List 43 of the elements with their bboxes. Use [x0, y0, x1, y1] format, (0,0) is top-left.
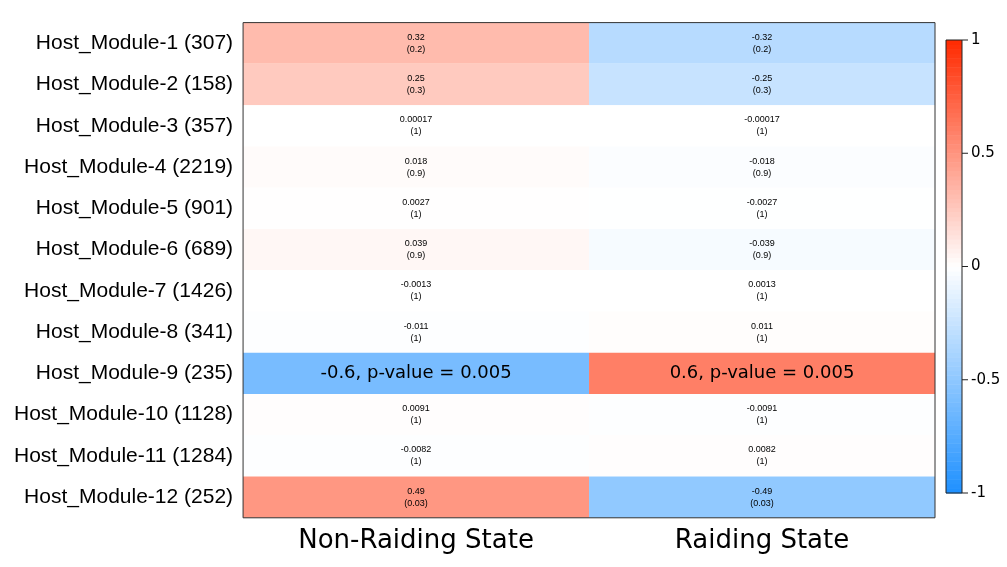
- data-label: -0.49 (0.03): [750, 485, 774, 508]
- data-label: 0.32 (0.2): [406, 31, 426, 54]
- data-label: 0.00017 (1): [399, 114, 433, 137]
- data-label: 0.0091 (1): [402, 403, 430, 426]
- data-label: 0.0027 (1): [402, 196, 430, 219]
- color-bar-label: 0.5: [971, 143, 995, 162]
- data-label: -0.018 (0.9): [749, 155, 775, 178]
- color-bar-label: -0.5: [971, 369, 1001, 388]
- y-tick-label: Host_Module-2 (158): [35, 71, 234, 96]
- data-label: -0.0013 (1): [400, 279, 432, 302]
- data-label: 0.49 (0.03): [404, 485, 428, 508]
- data-label: -0.6, p-value = 0.005: [320, 361, 512, 383]
- data-label: -0.0082 (1): [400, 444, 432, 467]
- data-label: 0.011 (1): [751, 320, 773, 343]
- color-bar-label: -1: [971, 482, 986, 501]
- data-label: -0.011 (1): [403, 320, 429, 343]
- x-tick-label: Non-Raiding State: [298, 524, 534, 555]
- y-tick-label: Host_Module-1 (307): [35, 30, 234, 55]
- y-tick-label: Host_Module-4 (2219): [24, 153, 234, 178]
- color-bar-label: 0: [971, 256, 981, 275]
- data-label: -0.25 (0.3): [751, 72, 773, 95]
- data-label: -0.039 (0.9): [749, 238, 775, 261]
- y-tick-label: Host_Module-12 (252): [24, 483, 234, 508]
- data-label: 0.6, p-value = 0.005: [669, 361, 855, 383]
- data-label: 0.0082 (1): [748, 444, 776, 467]
- data-label: -0.32 (0.2): [751, 31, 773, 54]
- y-tick-label: Host_Module-5 (901): [35, 195, 234, 220]
- y-tick-label: Host_Module-3 (357): [35, 112, 234, 137]
- y-tick-label: Host_Module-6 (689): [35, 236, 234, 261]
- data-label: 0.039 (0.9): [404, 238, 428, 261]
- data-label: -0.0091 (1): [746, 403, 778, 426]
- data-label: 0.018 (0.9): [404, 155, 428, 178]
- y-tick-label: Host_Module-9 (235): [35, 360, 234, 385]
- data-label: -0.0027 (1): [746, 196, 778, 219]
- color-bar-label: 1: [971, 29, 981, 48]
- y-tick-label: Host_Module-11 (1284): [13, 442, 234, 467]
- x-tick-label: Raiding State: [674, 524, 850, 555]
- data-label: -0.00017 (1): [744, 114, 780, 137]
- y-tick-label: Host_Module-10 (1128): [13, 401, 234, 426]
- data-label: 0.25 (0.3): [406, 72, 426, 95]
- y-tick-label: Host_Module-8 (341): [35, 318, 234, 343]
- data-label: 0.0013 (1): [748, 279, 776, 302]
- y-tick-label: Host_Module-7 (1426): [24, 277, 234, 302]
